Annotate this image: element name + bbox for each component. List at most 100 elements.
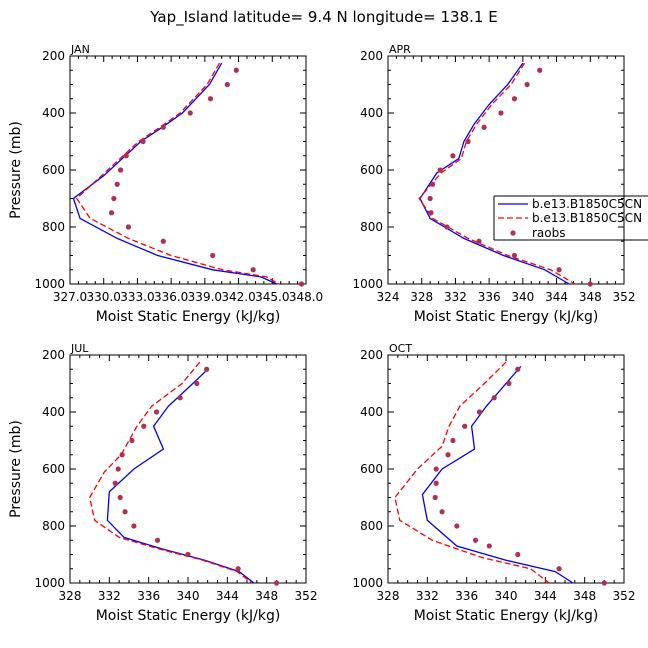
- raobs-point: [114, 181, 120, 187]
- y-tick-label: 200: [360, 49, 383, 63]
- y-tick-label: 800: [360, 220, 383, 234]
- x-axis-label: Moist Static Energy (kJ/kg): [414, 309, 599, 325]
- raobs-point: [524, 81, 530, 88]
- y-tick-label: 800: [360, 519, 383, 533]
- x-tick-label: 324: [377, 290, 400, 304]
- raobs-point: [115, 466, 121, 472]
- x-axis-label: Moist Static Energy (kJ/kg): [96, 608, 281, 624]
- raobs-point: [122, 509, 128, 515]
- figure-title: Yap_Island latitude= 9.4 N longitude= 13…: [149, 8, 497, 27]
- raobs-point: [506, 380, 512, 387]
- raobs-point: [153, 409, 160, 415]
- panel-oct: OCT 328 332 336 340 344 348 352 200 400 600 800 1000…: [352, 342, 635, 624]
- x-tick-label: 328: [377, 589, 400, 603]
- x-tick-label: 327.0: [53, 290, 87, 304]
- panel-label: APR: [389, 43, 411, 56]
- legend-swatch-raobs: [510, 230, 516, 236]
- panel-jul: JUL 328 332 336 340 344 348 352 200 400 600 800 1000…: [8, 342, 317, 624]
- x-axis-label: Moist Static Energy (kJ/kg): [414, 608, 599, 624]
- x-tick-label: 345.0: [255, 290, 289, 304]
- x-tick-label: 352: [613, 290, 636, 304]
- x-tick-label: 333.0: [120, 290, 154, 304]
- raobs-point: [433, 480, 439, 486]
- y-tick-label: 1000: [352, 277, 383, 291]
- y-tick-label: 200: [42, 348, 65, 362]
- raobs-point: [187, 110, 193, 116]
- y-tick-label: 400: [42, 405, 65, 419]
- y-tick-label: 1000: [34, 576, 65, 590]
- raobs-point: [437, 167, 443, 173]
- raobs-point: [112, 480, 118, 486]
- y-tick-label: 400: [360, 405, 383, 419]
- raobs-point: [119, 452, 125, 458]
- plot-frame: [69, 55, 307, 285]
- x-tick-label: 339.0: [188, 290, 222, 304]
- x-tick-label: 330.0: [87, 290, 121, 304]
- raobs-point: [250, 267, 256, 273]
- x-tick-label: 336.0: [154, 290, 188, 304]
- raobs-point: [476, 238, 482, 244]
- raobs-point: [601, 580, 607, 586]
- x-tick-label: 342.0: [221, 290, 255, 304]
- panel-jan: JAN 327.0 330.0 333.0 336.0 339.0 342.0 345.0 34…: [8, 43, 323, 325]
- raobs-point: [207, 96, 214, 102]
- y-tick-label: 1000: [34, 277, 65, 291]
- legend-entry: b.e13.B1850C5CN: [532, 197, 642, 211]
- x-tick-label: 352: [613, 589, 636, 603]
- series-line-solid: [421, 365, 574, 584]
- y-tick-label: 200: [42, 49, 65, 63]
- x-tick-label: 332: [416, 589, 439, 603]
- raobs-point: [141, 423, 147, 429]
- raobs-point: [427, 195, 433, 202]
- legend-entry: raobs: [532, 226, 566, 240]
- raobs-point: [481, 124, 487, 130]
- series-line-solid: [72, 62, 278, 285]
- raobs-point: [235, 566, 241, 572]
- panel-label: OCT: [389, 342, 412, 355]
- panel-label: JAN: [70, 43, 90, 56]
- legend-entry: b.e13.B1850C5CN: [532, 211, 642, 225]
- raobs-point: [430, 181, 436, 187]
- x-tick-label: 348.0: [289, 290, 323, 304]
- x-axis-label: Moist Static Energy (kJ/kg): [96, 309, 281, 325]
- raobs-point: [298, 281, 305, 287]
- raobs-point: [108, 210, 115, 216]
- y-tick-label: 400: [42, 106, 65, 120]
- y-tick-label: 800: [42, 519, 65, 533]
- panel-apr: APR 324 328 332 336 340 344 348 352 200 400 600 800 1…: [352, 43, 635, 325]
- x-tick-label: 336: [478, 290, 501, 304]
- x-tick-label: 328: [59, 589, 82, 603]
- series-line-dashed: [394, 361, 550, 584]
- x-tick-label: 344: [216, 589, 239, 603]
- series-line-dashed: [89, 361, 253, 584]
- raobs-point: [117, 167, 124, 173]
- x-tick-label: 332: [444, 290, 467, 304]
- raobs-point: [160, 238, 166, 244]
- series-line-dashed: [418, 62, 576, 285]
- raobs-point: [454, 523, 460, 529]
- raobs-point: [462, 423, 468, 429]
- raobs-point: [486, 543, 492, 549]
- raobs-point: [450, 437, 456, 444]
- y-tick-label: 600: [42, 163, 65, 177]
- x-tick-label: 332: [98, 589, 121, 603]
- x-tick-label: 336: [137, 589, 160, 603]
- raobs-point: [204, 366, 210, 372]
- raobs-point: [432, 494, 438, 501]
- raobs-point: [444, 224, 450, 230]
- y-axis-label: Pressure (mb): [8, 121, 24, 219]
- x-tick-label: 336: [455, 589, 478, 603]
- raobs-point: [537, 67, 543, 73]
- raobs-point: [185, 551, 191, 558]
- x-tick-label: 348: [255, 589, 278, 603]
- x-tick-label: 340: [177, 589, 200, 603]
- raobs-point: [433, 466, 439, 472]
- raobs-point: [129, 437, 135, 444]
- raobs-point: [224, 81, 230, 88]
- raobs-point: [194, 380, 200, 387]
- plot-frame: [69, 354, 307, 584]
- raobs-point: [233, 67, 239, 73]
- raobs-point: [491, 395, 497, 401]
